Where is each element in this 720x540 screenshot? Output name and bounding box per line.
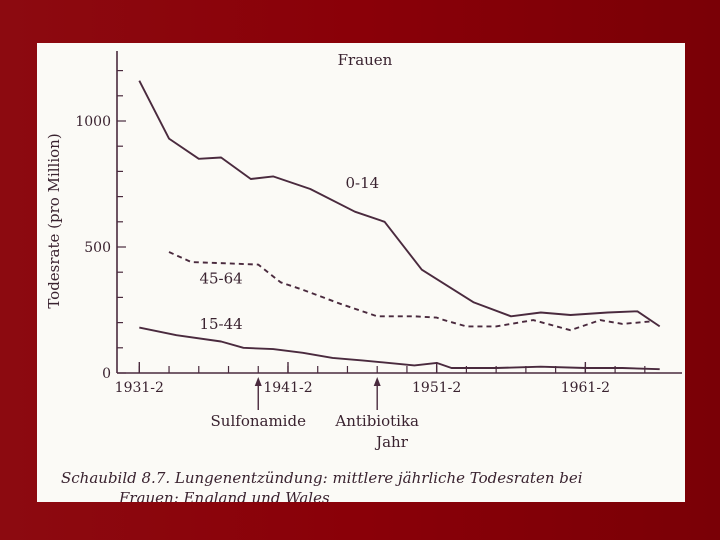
axes: 0 500 1000 1931-2 1941-2 1951-2 1961-2 Sulfonam…	[75, 51, 682, 430]
series-line-15-44	[139, 326, 660, 371]
y-tick-label: 1000	[75, 114, 111, 130]
y-tick-label: 500	[84, 240, 111, 256]
y-tick-label: 0	[102, 366, 111, 382]
chart-figure: 0 500 1000 1931-2 1941-2 1951-2 1961-2 Sulfonam…	[37, 43, 685, 502]
annotation-label: Antibiotika	[334, 412, 419, 430]
series-label: 0-14	[345, 174, 379, 192]
y-axis-label: Todesrate (pro Million)	[45, 133, 63, 308]
chart-title: Frauen	[338, 51, 393, 69]
annotation-arrowhead	[254, 377, 262, 386]
series-line-45-64	[168, 251, 653, 332]
caption: Schaubild 8.7. Lungenentzündung: mittler…	[61, 469, 583, 502]
series-line-0-14	[138, 80, 661, 328]
x-axis-label: Jahr	[374, 433, 409, 451]
annotation-arrowhead	[373, 377, 381, 386]
series-layer: 0-14 45-64 15-44	[138, 80, 661, 371]
x-tick-label: 1961-2	[561, 380, 610, 396]
labels-layer: Frauen Todesrate (pro Million) Jahr Scha…	[45, 51, 583, 502]
x-tick-label: 1941-2	[263, 380, 312, 396]
chart-svg: 0 500 1000 1931-2 1941-2 1951-2 1961-2 Sulfonam…	[45, 51, 682, 502]
series-label: 45-64	[199, 270, 242, 288]
series-label: 15-44	[199, 315, 242, 333]
x-tick-label: 1931-2	[115, 380, 164, 396]
x-tick-label: 1951-2	[412, 380, 461, 396]
annotation-label: Sulfonamide	[211, 412, 307, 430]
